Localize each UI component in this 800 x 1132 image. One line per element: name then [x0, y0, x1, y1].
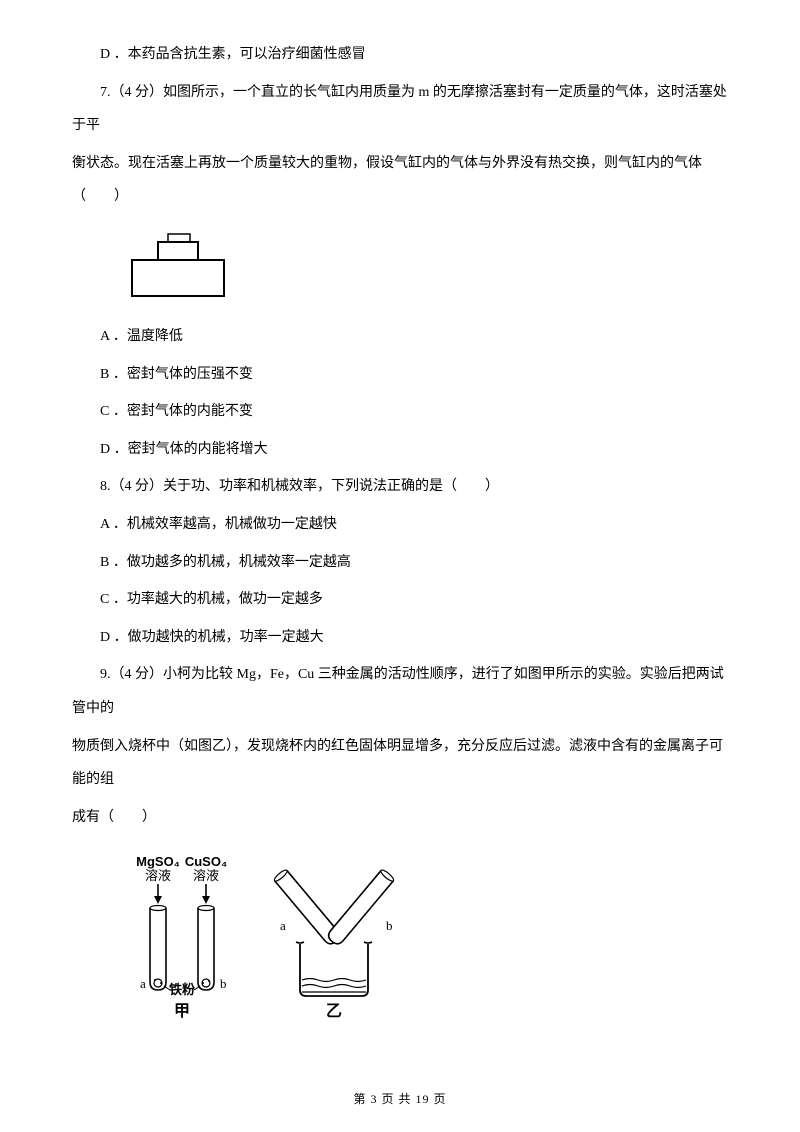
q6-option-d[interactable]: D ．本药品含抗生素，可以治疗细菌性感冒 [72, 38, 728, 72]
label-a-2: a [280, 918, 286, 933]
q9-figure: MgSO₄ 溶液 a CuSO₄ 溶液 b 铁粉 甲 [128, 852, 728, 1027]
label-iron: 铁粉 [168, 982, 195, 997]
label-a-1: a [140, 976, 146, 991]
q9-stem-line3: 成有（ ） [72, 801, 728, 835]
label-solution-1: 溶液 [145, 868, 171, 883]
page-footer: 第 3 页 共 19 页 [0, 1085, 800, 1114]
q8-option-a[interactable]: A ．机械效率越高，机械做功一定越快 [72, 508, 728, 542]
q8-option-d[interactable]: D ．做功越快的机械，功率一定越大 [72, 621, 728, 655]
q7-option-b[interactable]: B ．密封气体的压强不变 [72, 358, 728, 392]
label-solution-2: 溶液 [193, 868, 219, 883]
q7-stem-line2: 衡状态。现在活塞上再放一个质量较大的重物，假设气缸内的气体与外界没有热交换，则气… [72, 147, 728, 214]
label-yi: 乙 [326, 1003, 342, 1020]
q8-option-c[interactable]: C ．功率越大的机械，做功一定越多 [72, 583, 728, 617]
q7-option-c[interactable]: C ．密封气体的内能不变 [72, 395, 728, 429]
label-b-2: b [386, 918, 393, 933]
q7-option-d[interactable]: D ．密封气体的内能将增大 [72, 433, 728, 467]
q8-stem: 8.（4 分）关于功、功率和机械效率，下列说法正确的是（ ） [72, 470, 728, 504]
q7-figure [128, 230, 728, 300]
q9-stem-line1: 9.（4 分）小柯为比较 Mg，Fe，Cu 三种金属的活动性顺序，进行了如图甲所… [72, 658, 728, 725]
label-b-1: b [220, 976, 227, 991]
q7-stem-line1: 7.（4 分）如图所示，一个直立的长气缸内用质量为 m 的无摩擦活塞封有一定质量… [72, 76, 728, 143]
label-cuso4: CuSO₄ [185, 854, 227, 869]
label-mgso4: MgSO₄ [136, 854, 180, 869]
q9-stem-line2: 物质倒入烧杯中（如图乙），发现烧杯内的红色固体明显增多，充分反应后过滤。滤液中含… [72, 730, 728, 797]
q8-option-b[interactable]: B ．做功越多的机械，机械效率一定越高 [72, 546, 728, 580]
q7-option-a[interactable]: A ．温度降低 [72, 320, 728, 354]
label-jia: 甲 [174, 1002, 190, 1020]
